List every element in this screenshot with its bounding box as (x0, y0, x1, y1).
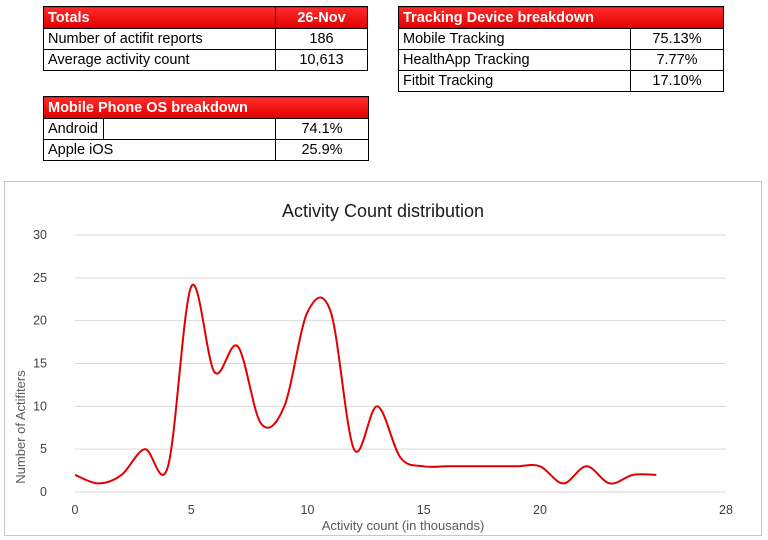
device-value: 17.10% (630, 70, 724, 92)
device-value: 7.77% (630, 49, 724, 71)
device-value: 75.13% (630, 28, 724, 50)
chart-title: Activity Count distribution (282, 201, 484, 221)
x-tick-label: 20 (533, 503, 547, 517)
x-tick-label: 10 (301, 503, 315, 517)
series-line (74, 283, 657, 485)
table-row: HealthApp Tracking 7.77% (398, 49, 724, 71)
table-row: Number of actifit reports 186 (43, 28, 368, 50)
totals-label: Average activity count (43, 49, 276, 71)
table-row: Android 74.1% (43, 118, 369, 140)
os-spacer-cell (103, 118, 276, 140)
os-label: Android (43, 118, 104, 140)
totals-table: Totals 26-Nov Number of actifit reports … (43, 6, 368, 71)
device-header: Tracking Device breakdown (398, 6, 724, 29)
y-tick-label: 20 (33, 314, 47, 328)
os-table: Mobile Phone OS breakdown Android 74.1% … (43, 96, 369, 161)
activity-chart: Activity Count distribution 0 5 10 15 20 25 30… (4, 181, 762, 536)
device-table: Tracking Device breakdown Mobile Trackin… (398, 6, 724, 92)
x-tick-label: 0 (72, 503, 79, 517)
table-row: Fitbit Tracking 17.10% (398, 70, 724, 92)
totals-label: Number of actifit reports (43, 28, 276, 50)
chart-canvas: Activity Count distribution 0 5 10 15 20 25 30… (13, 201, 733, 533)
y-tick-label: 5 (40, 442, 47, 456)
y-axis-ticks: 0 5 10 15 20 25 30 (33, 228, 47, 499)
os-value: 25.9% (275, 139, 369, 161)
x-axis-ticks: 0 5 10 15 20 28 (72, 503, 733, 517)
y-tick-label: 15 (33, 357, 47, 371)
table-row: Mobile Tracking 75.13% (398, 28, 724, 50)
x-tick-label: 15 (417, 503, 431, 517)
totals-value: 186 (275, 28, 368, 50)
x-axis-label: Activity count (in thousands) (322, 518, 485, 533)
os-header: Mobile Phone OS breakdown (43, 96, 369, 119)
device-label: Mobile Tracking (398, 28, 631, 50)
table-row: Average activity count 10,613 (43, 49, 368, 71)
os-value: 74.1% (275, 118, 369, 140)
device-label: HealthApp Tracking (398, 49, 631, 71)
os-label: Apple iOS (43, 139, 276, 161)
chart-gridlines (75, 234, 726, 493)
device-label: Fitbit Tracking (398, 70, 631, 92)
y-tick-label: 25 (33, 271, 47, 285)
totals-header: Totals (43, 6, 276, 29)
table-row: Apple iOS 25.9% (43, 139, 369, 161)
totals-date: 26-Nov (275, 6, 368, 29)
x-tick-label: 28 (719, 503, 733, 517)
totals-value: 10,613 (275, 49, 368, 71)
y-axis-label: Number of Actifiters (13, 370, 28, 484)
y-tick-label: 10 (33, 399, 47, 413)
y-tick-label: 30 (33, 228, 47, 242)
y-tick-label: 0 (40, 485, 47, 499)
x-tick-label: 5 (188, 503, 195, 517)
